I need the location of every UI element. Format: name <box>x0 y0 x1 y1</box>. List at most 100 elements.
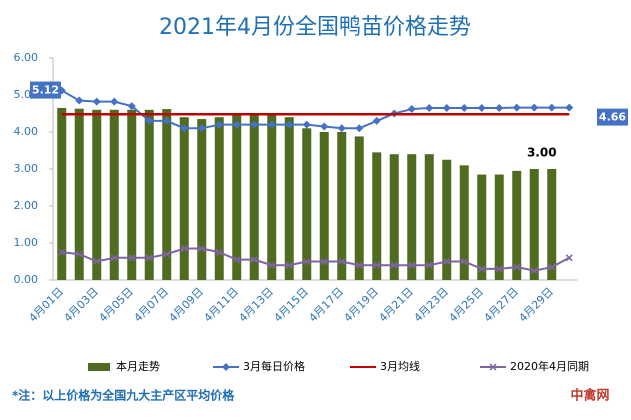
x-tick-label: 4月09日 <box>166 285 206 325</box>
legend-marker <box>489 363 497 371</box>
marker <box>338 257 346 266</box>
marker <box>512 103 521 112</box>
marker <box>267 120 276 129</box>
bar <box>232 115 242 280</box>
marker <box>460 103 469 112</box>
marker <box>93 257 101 266</box>
bar <box>284 117 294 280</box>
bar <box>74 108 84 280</box>
bar <box>197 119 207 280</box>
bar <box>477 174 487 280</box>
legend-label: 2020年4月同期 <box>510 359 589 373</box>
bar <box>319 132 329 280</box>
marker <box>250 120 259 129</box>
x-tick-label: 4月15日 <box>271 285 311 325</box>
marker <box>565 103 574 112</box>
bar <box>249 115 259 280</box>
marker <box>198 245 206 253</box>
marker <box>320 257 328 266</box>
note: *注：以上价格为全国九大主产区平均价格 <box>12 388 235 403</box>
bar <box>337 132 347 280</box>
marker <box>303 257 311 266</box>
marker <box>495 103 504 112</box>
bar <box>267 115 277 280</box>
marker <box>425 103 434 112</box>
x-tick-label: 4月07日 <box>131 285 171 325</box>
x-tick-label: 4月25日 <box>446 285 486 325</box>
marker <box>215 120 224 129</box>
bar <box>494 174 504 280</box>
marker <box>513 263 521 271</box>
data-label: 3.00 <box>527 146 557 160</box>
bar <box>214 117 224 280</box>
marker <box>110 97 119 106</box>
marker <box>460 257 468 266</box>
line <box>61 247 570 272</box>
bar <box>109 109 119 280</box>
marker <box>145 254 153 262</box>
x-tick-label: 4月27日 <box>481 285 521 325</box>
data-label: 5.12 <box>32 84 59 97</box>
x-tick-label: 4月05日 <box>96 285 136 325</box>
legend-marker <box>222 363 230 371</box>
marker <box>162 116 171 125</box>
bar <box>389 154 399 280</box>
bar <box>92 109 102 280</box>
marker <box>163 250 171 258</box>
bar <box>354 136 364 280</box>
x-tick-label: 4月29日 <box>516 285 556 325</box>
x-tick-label: 4月19日 <box>341 285 381 325</box>
marker <box>75 96 84 105</box>
marker <box>390 261 398 269</box>
bar <box>529 169 539 280</box>
bar <box>57 107 67 280</box>
y-tick-label: 3.00 <box>14 162 39 175</box>
bar <box>512 170 522 280</box>
marker <box>250 256 258 264</box>
marker <box>495 265 503 273</box>
marker <box>58 248 66 256</box>
marker <box>548 263 556 271</box>
marker <box>285 120 294 129</box>
y-tick-label: 0.00 <box>14 273 39 286</box>
x-tick-label: 4月13日 <box>236 285 276 325</box>
x-tick-label: 4月21日 <box>376 285 416 325</box>
watermark: 中禽网 <box>570 388 609 404</box>
chart-title: 2021年4月份全国鸭苗价格走势 <box>159 15 471 40</box>
y-tick-label: 1.00 <box>14 236 39 249</box>
label-box <box>30 81 61 99</box>
data-label: 4.66 <box>599 111 626 124</box>
bar <box>179 117 189 280</box>
bar <box>372 152 382 280</box>
y-tick-label: 2.00 <box>14 199 39 212</box>
marker <box>180 124 189 133</box>
marker <box>302 120 311 129</box>
marker <box>355 261 363 269</box>
marker <box>197 124 206 133</box>
y-tick-label: 4.00 <box>14 125 39 138</box>
marker <box>547 103 556 112</box>
bar <box>424 154 434 280</box>
marker <box>443 257 451 266</box>
marker <box>477 103 486 112</box>
marker <box>478 265 486 273</box>
y-tick-label: 6.00 <box>14 51 39 64</box>
legend-label: 3月每日价格 <box>243 359 305 373</box>
x-tick-label: 4月23日 <box>411 285 451 325</box>
bar <box>442 159 452 280</box>
marker <box>337 124 346 133</box>
bar <box>302 128 312 280</box>
marker <box>373 261 381 269</box>
marker <box>215 248 223 256</box>
marker <box>180 245 188 253</box>
x-tick-label: 4月17日 <box>306 285 346 325</box>
line <box>61 89 570 130</box>
bar <box>547 169 557 280</box>
marker <box>145 116 154 125</box>
marker <box>233 256 241 264</box>
marker <box>268 261 276 269</box>
bar <box>127 109 137 280</box>
bar <box>459 165 469 280</box>
marker <box>110 254 118 262</box>
